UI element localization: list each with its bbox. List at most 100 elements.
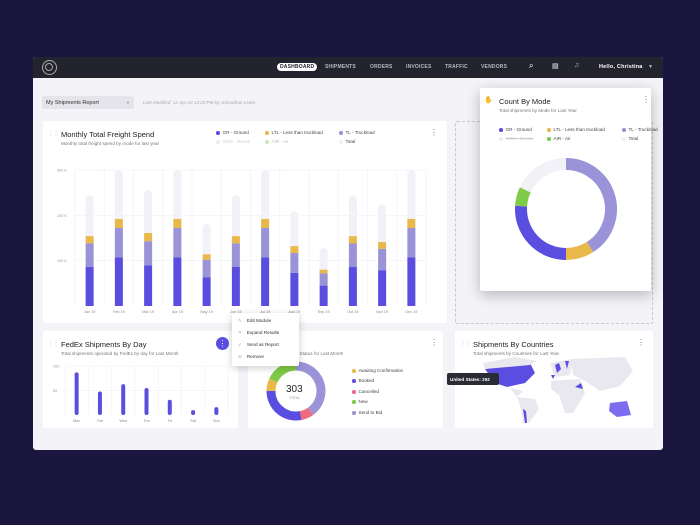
top-nav: DASHBOARD SHIPMENTS ORDERS INVOICES TRAF… [33, 57, 663, 78]
legend-ltl[interactable]: LTL - Less than truckload [265, 130, 323, 135]
legend-total[interactable]: Total [339, 139, 355, 144]
menu-send-as-report[interactable]: ➶ Send as Report [238, 342, 279, 347]
x-tick-label: Feb 19 [113, 310, 125, 314]
status-donut [266, 361, 326, 421]
nav-traffic[interactable]: TRAFFIC [445, 64, 468, 70]
fedex-card: ⋮⋮ FedEx Shipments By Day Total shipment… [43, 331, 238, 428]
country-australia [609, 401, 631, 417]
legend-ocean[interactable]: OCN - Ocean [499, 136, 533, 141]
x-tick-label: Dec 19 [405, 310, 417, 314]
nav-dashboard[interactable]: DASHBOARD [277, 63, 318, 71]
bar [191, 410, 196, 415]
bar-segment [231, 267, 240, 306]
bar-segment [378, 242, 387, 249]
x-tick-label: Jun 19 [230, 310, 241, 314]
drag-handle-icon[interactable]: ⋮⋮ [48, 341, 59, 347]
legend-ltl[interactable]: LTL - Less than truckload [547, 127, 605, 132]
menu-remove[interactable]: ⊖ Remove [238, 354, 264, 359]
card-subtitle: Total shipments by Countries for Last Ye… [473, 351, 560, 356]
card-subtitle: Total shipments by Mode for Last Year [499, 108, 577, 113]
nav-orders[interactable]: ORDERS [370, 64, 393, 70]
region-europe [550, 359, 573, 377]
y-tick-label: 100 [53, 365, 59, 369]
bar-segment [231, 236, 240, 244]
expand-icon: ✕ [238, 330, 242, 335]
bar-segment [290, 252, 299, 273]
legend-ground[interactable]: GR - Ground [499, 127, 532, 132]
map-tooltip: United States: 292 [447, 373, 499, 385]
x-tick-label: Nov 19 [376, 310, 388, 314]
bar-segment [114, 218, 123, 229]
nav-invoices[interactable]: INVOICES [406, 64, 432, 70]
y-tick-label: 300 K [57, 169, 67, 173]
x-tick-label: Jan 19 [84, 310, 95, 314]
x-tick-label: May 19 [200, 310, 212, 314]
logo-icon[interactable] [42, 60, 57, 75]
drag-handle-icon[interactable]: ⋮⋮ [460, 341, 471, 347]
more-options-button[interactable]: ⋮ [216, 337, 229, 350]
bar-segment [202, 254, 211, 260]
y-tick-label: 50 [53, 389, 57, 393]
bar-segment [290, 246, 299, 253]
world-map[interactable] [455, 331, 653, 428]
menu-expand-results[interactable]: ✕ Expand Results [238, 330, 280, 335]
bar-segment [202, 277, 211, 306]
legend-booked[interactable]: Booked [352, 378, 374, 383]
report-select[interactable]: My Shipments Report ▼ [42, 96, 134, 109]
bar-segment [319, 273, 328, 286]
bar-segment [114, 228, 123, 258]
bar-segment [202, 259, 211, 278]
x-tick-label: Tue [97, 419, 103, 423]
more-options-icon[interactable]: ⋮ [637, 338, 645, 347]
bar-segment [348, 267, 357, 306]
more-options-icon[interactable]: ⋮ [430, 338, 438, 347]
y-tick-label: 100 K [57, 259, 67, 263]
legend-tl[interactable]: TL - Truckload [622, 127, 658, 132]
search-icon[interactable]: ⌕ [529, 61, 534, 70]
donut-slice [565, 158, 617, 253]
legend-cancelled[interactable]: Cancelled [352, 389, 379, 394]
legend-awaiting[interactable]: Awaiting Confirmation [352, 368, 403, 373]
count-by-mode-card[interactable]: ✋ Count By Mode Total shipments by Mode … [480, 88, 658, 291]
nav-vendors[interactable]: VENDORS [481, 64, 508, 70]
legend-new[interactable]: New [352, 399, 368, 404]
bar-segment [173, 257, 182, 306]
more-options-icon[interactable]: ⋮ [642, 95, 650, 104]
legend-send-to-bid[interactable]: Send to Bid [352, 410, 382, 415]
bar-segment [407, 257, 416, 306]
country-canada [483, 357, 537, 369]
legend-total[interactable]: Total [622, 136, 638, 141]
bar-segment [114, 257, 123, 306]
bell-icon[interactable]: ♫ [574, 62, 580, 69]
donut-slice [565, 241, 594, 260]
card-subtitle: Monthly total freight spend by mode for … [61, 141, 160, 146]
nav-shipments[interactable]: SHIPMENTS [325, 64, 356, 70]
user-menu[interactable]: Hello, Christina [599, 64, 643, 70]
bar-segment [378, 248, 387, 271]
y-tick-label: 200 K [57, 214, 67, 218]
menu-edit-module[interactable]: ✎ Edit Module [238, 318, 272, 323]
x-tick-label: Wed [119, 419, 127, 423]
bar-segment [290, 272, 299, 306]
x-tick-label: Mon [73, 419, 80, 423]
country-europe-highlighted [551, 361, 569, 379]
chat-icon[interactable]: ▤ [552, 63, 559, 70]
drag-hand-icon[interactable]: ✋ [484, 97, 493, 104]
legend-ocean[interactable]: OCN - Ocean [216, 139, 250, 144]
legend-tl[interactable]: TL - Truckload [339, 130, 375, 135]
more-options-icon[interactable]: ⋮ [430, 128, 438, 137]
x-tick-label: Oct 19 [347, 310, 358, 314]
edit-icon: ✎ [238, 318, 242, 323]
legend-ground[interactable]: GR - Ground [216, 130, 249, 135]
card-title: FedEx Shipments By Day [61, 340, 147, 349]
legend-air[interactable]: AIR - Air [547, 136, 571, 141]
drag-handle-icon[interactable]: ⋮⋮ [48, 131, 59, 137]
bar-segment [261, 218, 270, 229]
bar [121, 384, 126, 415]
x-tick-label: Jul 19 [260, 310, 270, 314]
chevron-down-icon[interactable]: ▼ [648, 64, 654, 70]
bar-segment [173, 218, 182, 229]
legend-air[interactable]: AIR - Air [265, 139, 289, 144]
bar [167, 399, 172, 415]
donut-slice [269, 361, 297, 383]
